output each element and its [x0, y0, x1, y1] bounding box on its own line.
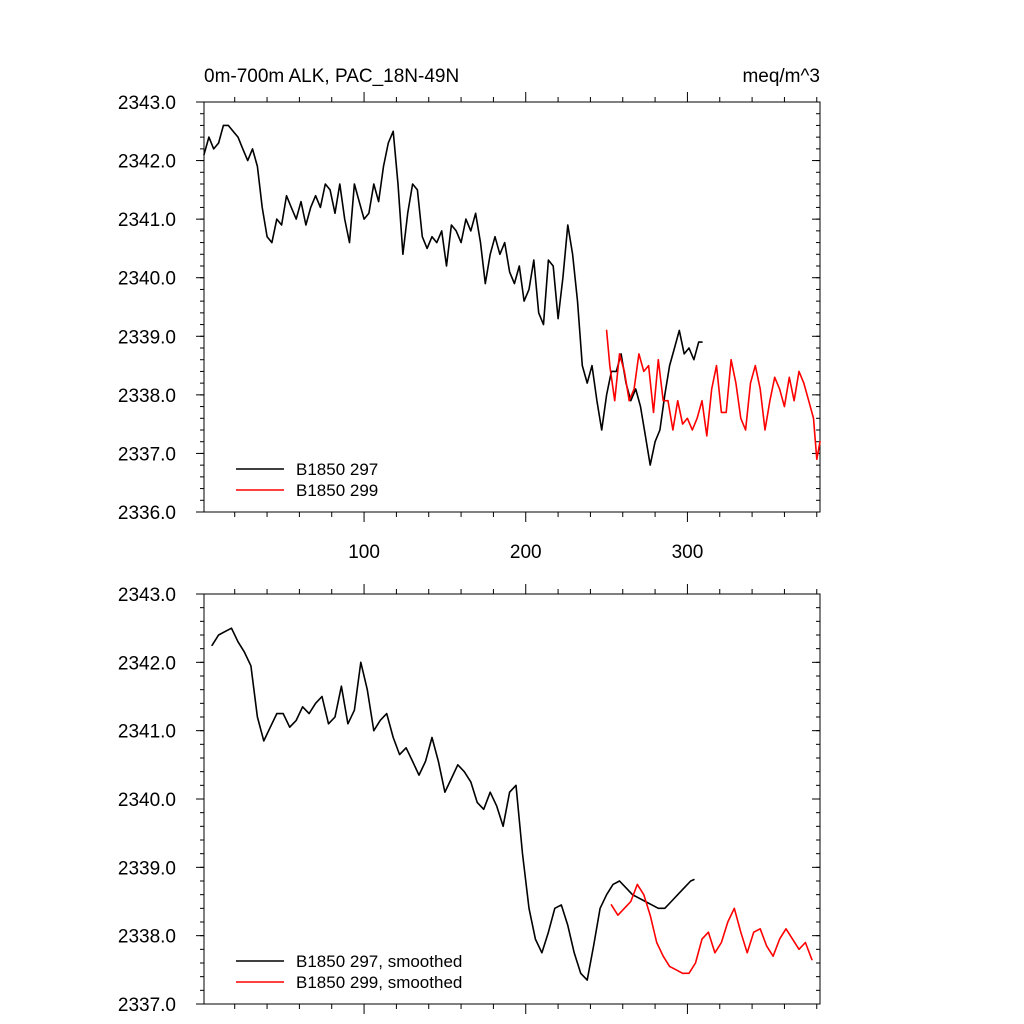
- top-panel: 0m-700m ALK, PAC_18N-49N meq/m^3 2336.02…: [118, 66, 821, 563]
- legend-label-b1850-297-smoothed: B1850 297, smoothed: [296, 952, 462, 971]
- x-tick-label: 200: [510, 542, 542, 563]
- y-tick-label: 2343.0: [118, 93, 176, 114]
- legend-label-b1850-299: B1850 299: [296, 481, 378, 500]
- chart-title: 0m-700m ALK, PAC_18N-49N: [204, 66, 459, 87]
- bottom-plot-lines: [211, 627, 813, 981]
- top-plot-frame: [203, 101, 821, 513]
- y-tick-label: 2337.0: [118, 995, 176, 1016]
- y-tick-label: 2339.0: [118, 327, 176, 348]
- y-tick-label: 2341.0: [118, 210, 176, 231]
- bottom-plot-frame: [203, 593, 821, 1005]
- bottom-panel: 2337.0 2338.0 2339.0 2340.0 2341.0 2342.0 2343…: [118, 584, 821, 1016]
- y-tick-label: 2343.0: [118, 585, 176, 606]
- series-line-b1850-297: [203, 124, 703, 466]
- bottom-axis-ticks: [196, 584, 820, 1014]
- bottom-legend: B1850 297, smoothed B1850 299, smoothed: [236, 952, 462, 992]
- x-tick-label: 100: [348, 542, 380, 563]
- series-line-b1850-299: [605, 329, 821, 461]
- legend-label-b1850-299-smoothed: B1850 299, smoothed: [296, 973, 462, 992]
- y-tick-label: 2342.0: [118, 152, 176, 173]
- x-tick-label: 300: [672, 542, 704, 563]
- y-tick-label: 2340.0: [118, 269, 176, 290]
- y-tick-label: 2342.0: [118, 653, 176, 674]
- y-tick-label: 2336.0: [118, 503, 176, 524]
- series-line-b1850-299-smoothed: [610, 883, 813, 975]
- bottom-y-tick-labels: 2337.0 2338.0 2339.0 2340.0 2341.0 2342.0 2343…: [118, 585, 176, 1016]
- y-tick-label: 2341.0: [118, 722, 176, 743]
- y-tick-label: 2337.0: [118, 444, 176, 465]
- y-tick-label: 2338.0: [118, 927, 176, 948]
- top-axis-ticks: [196, 92, 820, 522]
- y-tick-label: 2339.0: [118, 858, 176, 879]
- top-x-tick-labels: 100 200 300: [348, 542, 703, 563]
- units-label: meq/m^3: [742, 66, 820, 87]
- top-y-tick-labels: 2336.0 2337.0 2338.0 2339.0 2340.0 2341.0 2342…: [118, 93, 176, 524]
- series-line-b1850-297-smoothed: [211, 627, 695, 981]
- legend-label-b1850-297: B1850 297: [296, 460, 378, 479]
- y-tick-label: 2340.0: [118, 790, 176, 811]
- y-tick-label: 2338.0: [118, 386, 176, 407]
- top-plot-lines: [203, 124, 821, 466]
- top-legend: B1850 297 B1850 299: [236, 460, 378, 500]
